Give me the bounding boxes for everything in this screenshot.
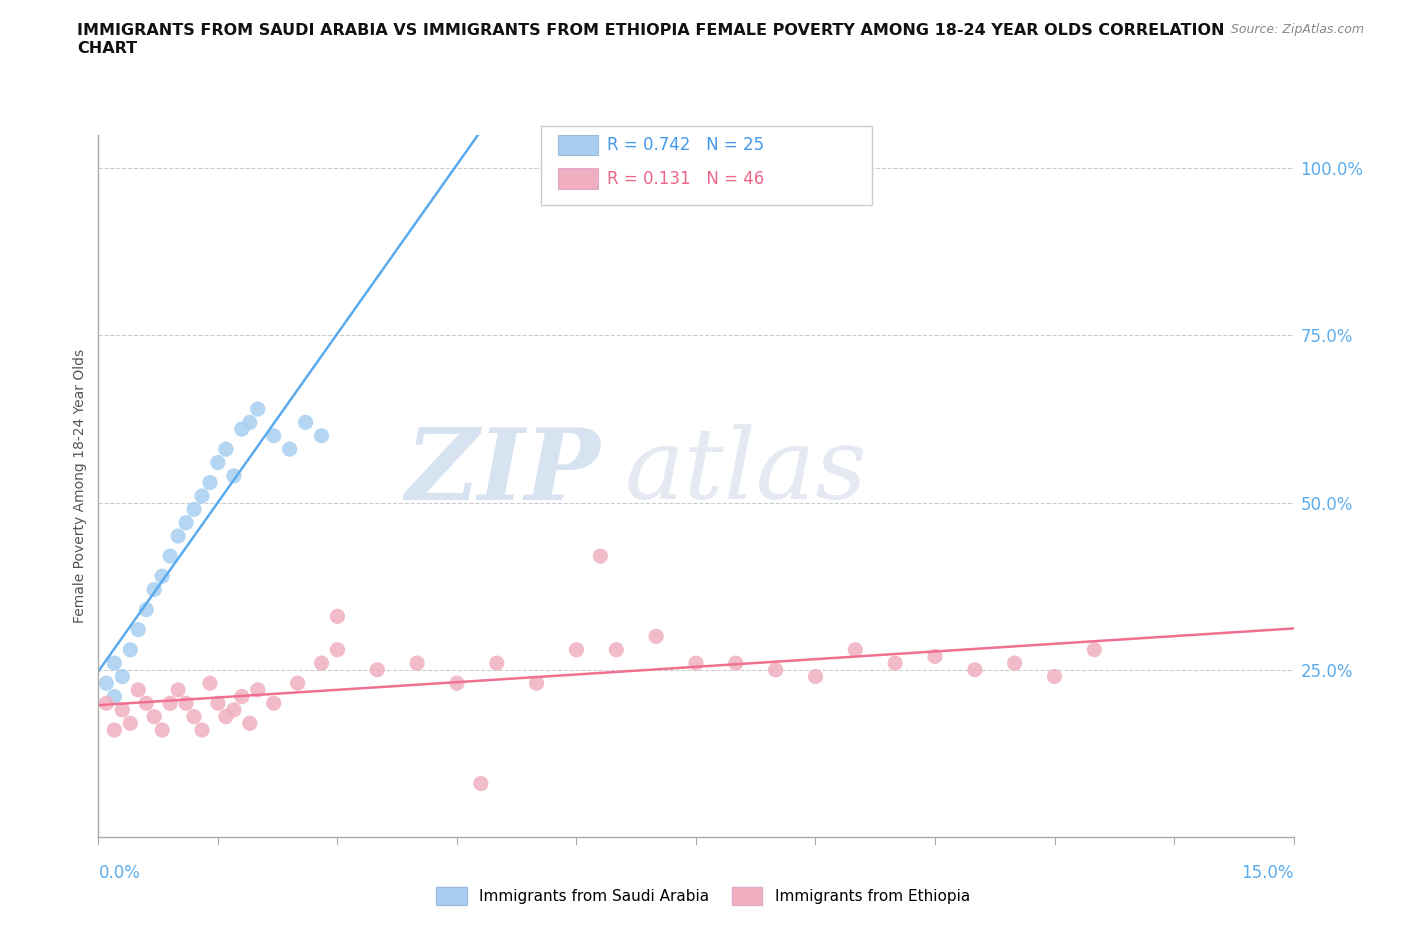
Text: 0.0%: 0.0% <box>98 864 141 882</box>
Point <box>191 488 214 503</box>
Point <box>326 609 349 624</box>
Point <box>159 696 181 711</box>
Point <box>96 676 118 691</box>
Legend: Immigrants from Saudi Arabia, Immigrants from Ethiopia: Immigrants from Saudi Arabia, Immigrants… <box>430 882 976 911</box>
Point <box>1004 656 1026 671</box>
Text: 15.0%: 15.0% <box>1241 864 1294 882</box>
Point <box>231 689 253 704</box>
Point <box>470 776 492 790</box>
Point <box>605 643 627 658</box>
Point <box>565 643 588 658</box>
Point <box>111 669 134 684</box>
Point <box>311 429 333 444</box>
Point <box>198 475 221 490</box>
Point <box>150 569 173 584</box>
Point <box>183 502 205 517</box>
Point <box>207 696 229 711</box>
Point <box>765 662 787 677</box>
Text: atlas: atlas <box>624 424 868 520</box>
Text: ZIP: ZIP <box>405 424 600 520</box>
Point <box>844 643 866 658</box>
Point <box>127 683 149 698</box>
Point <box>120 716 142 731</box>
Point <box>215 710 238 724</box>
Text: IMMIGRANTS FROM SAUDI ARABIA VS IMMIGRANTS FROM ETHIOPIA FEMALE POVERTY AMONG 18: IMMIGRANTS FROM SAUDI ARABIA VS IMMIGRAN… <box>77 23 1225 56</box>
Point <box>804 669 827 684</box>
Point <box>183 710 205 724</box>
Point <box>198 676 221 691</box>
Point <box>150 723 173 737</box>
Point <box>287 676 309 691</box>
Point <box>191 723 214 737</box>
Point <box>103 656 125 671</box>
Point <box>167 528 190 543</box>
Point <box>143 710 166 724</box>
Point <box>239 415 262 430</box>
Point <box>103 689 125 704</box>
Point <box>174 515 197 530</box>
Point <box>174 696 197 711</box>
Point <box>167 683 190 698</box>
Point <box>294 415 316 430</box>
Point <box>111 702 134 717</box>
Point <box>222 702 245 717</box>
Point <box>103 723 125 737</box>
Point <box>246 683 269 698</box>
Point <box>143 582 166 597</box>
Point <box>231 421 253 436</box>
Point <box>1083 643 1105 658</box>
Point <box>222 469 245 484</box>
Point <box>724 656 747 671</box>
Point <box>127 622 149 637</box>
Point <box>485 656 508 671</box>
Point <box>135 603 157 618</box>
Point <box>589 549 612 564</box>
Point <box>159 549 181 564</box>
Point <box>406 656 429 671</box>
Point <box>278 442 301 457</box>
Point <box>263 429 285 444</box>
Point <box>135 696 157 711</box>
Point <box>246 402 269 417</box>
Point <box>120 643 142 658</box>
Point <box>645 629 668 644</box>
Point <box>685 656 707 671</box>
Point <box>215 442 238 457</box>
Text: R = 0.131   N = 46: R = 0.131 N = 46 <box>607 169 765 188</box>
Point <box>311 656 333 671</box>
Point <box>446 676 468 691</box>
Point <box>963 662 986 677</box>
Point <box>207 455 229 470</box>
Point <box>239 716 262 731</box>
Point <box>924 649 946 664</box>
Point <box>526 676 548 691</box>
Point <box>884 656 907 671</box>
Y-axis label: Female Poverty Among 18-24 Year Olds: Female Poverty Among 18-24 Year Olds <box>73 349 87 623</box>
Point <box>366 662 388 677</box>
Text: R = 0.742   N = 25: R = 0.742 N = 25 <box>607 136 765 154</box>
Point <box>1043 669 1066 684</box>
Text: Source: ZipAtlas.com: Source: ZipAtlas.com <box>1230 23 1364 36</box>
Point <box>263 696 285 711</box>
Point <box>96 696 118 711</box>
Point <box>326 643 349 658</box>
